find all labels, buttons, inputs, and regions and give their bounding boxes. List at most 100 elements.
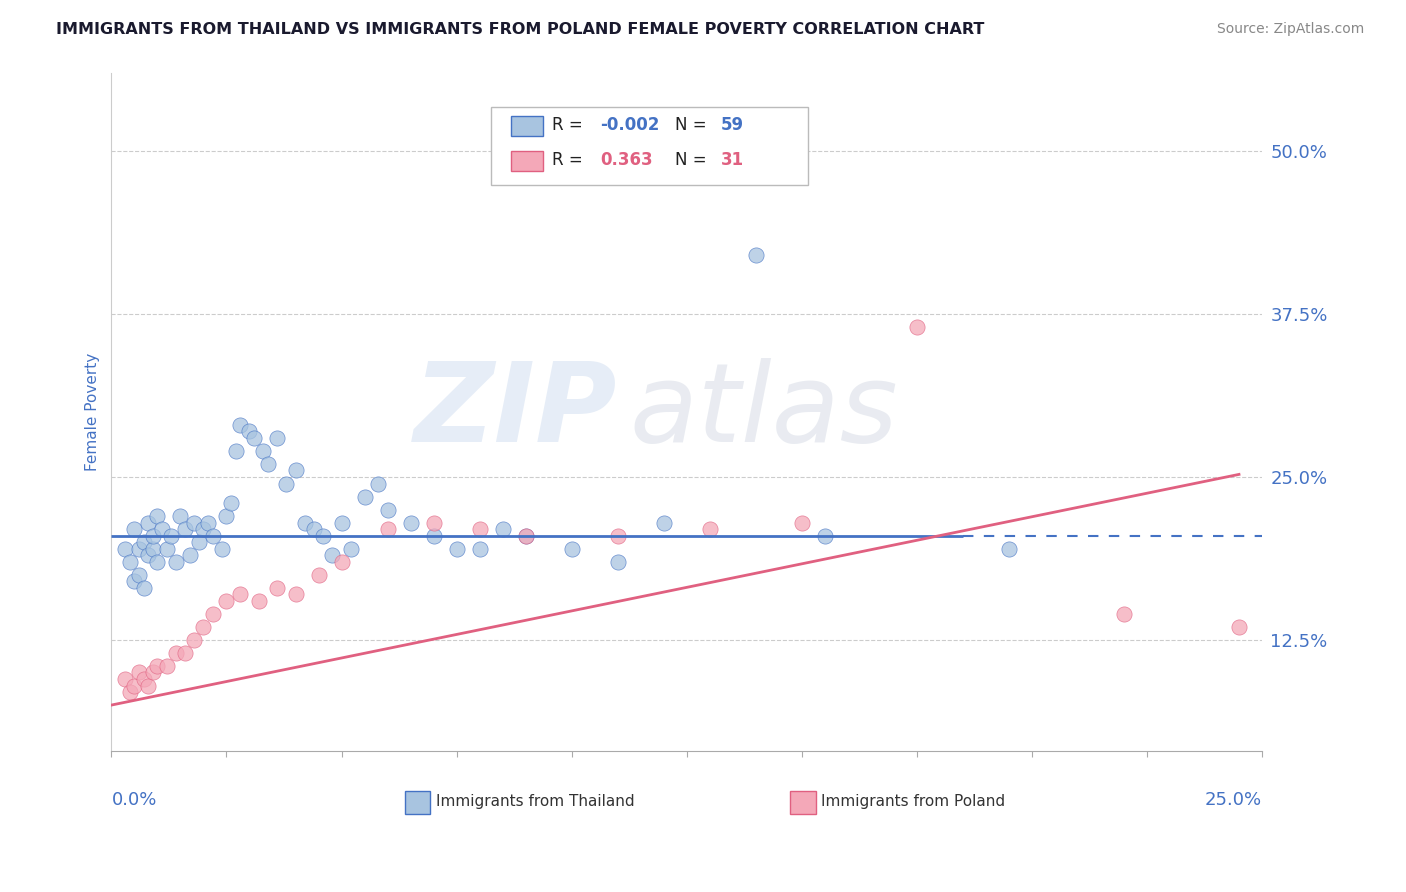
Text: ZIP: ZIP: [415, 359, 617, 466]
Point: [174, 522, 197, 536]
Point: [745, 248, 768, 262]
Point: [790, 516, 813, 530]
Point: [197, 516, 219, 530]
Point: [229, 417, 252, 432]
Point: [211, 541, 233, 556]
FancyBboxPatch shape: [510, 116, 543, 136]
Text: IMMIGRANTS FROM THAILAND VS IMMIGRANTS FROM POLAND FEMALE POVERTY CORRELATION CH: IMMIGRANTS FROM THAILAND VS IMMIGRANTS F…: [56, 22, 984, 37]
Point: [132, 672, 155, 686]
Point: [215, 509, 238, 524]
Point: [468, 541, 491, 556]
Y-axis label: Female Poverty: Female Poverty: [86, 352, 100, 471]
Point: [136, 516, 159, 530]
Point: [814, 528, 837, 542]
Point: [183, 632, 205, 647]
Point: [201, 607, 224, 621]
Point: [247, 594, 270, 608]
Text: atlas: atlas: [630, 359, 898, 466]
Point: [284, 587, 307, 601]
Point: [652, 516, 675, 530]
Point: [150, 522, 173, 536]
Text: -0.002: -0.002: [600, 116, 659, 134]
Point: [399, 516, 422, 530]
Point: [128, 665, 150, 680]
Text: R =: R =: [553, 116, 588, 134]
Point: [165, 555, 187, 569]
Point: [312, 528, 335, 542]
FancyBboxPatch shape: [510, 151, 543, 171]
Text: 59: 59: [721, 116, 744, 134]
Point: [238, 425, 260, 439]
Point: [156, 541, 179, 556]
Point: [219, 496, 242, 510]
Point: [193, 620, 215, 634]
Text: Immigrants from Thailand: Immigrants from Thailand: [436, 794, 634, 809]
Point: [1227, 620, 1250, 634]
Point: [146, 509, 169, 524]
Point: [142, 665, 165, 680]
Text: 31: 31: [721, 152, 744, 169]
Point: [446, 541, 468, 556]
Point: [174, 646, 197, 660]
Point: [128, 567, 150, 582]
Point: [377, 502, 399, 516]
Point: [243, 431, 266, 445]
FancyBboxPatch shape: [790, 790, 815, 814]
Point: [142, 528, 165, 542]
Point: [201, 528, 224, 542]
Point: [118, 555, 141, 569]
Point: [136, 548, 159, 562]
Point: [308, 567, 330, 582]
Point: [118, 685, 141, 699]
Point: [606, 555, 628, 569]
Point: [124, 522, 146, 536]
Point: [353, 490, 375, 504]
Point: [124, 574, 146, 589]
FancyBboxPatch shape: [491, 107, 807, 185]
Point: [146, 555, 169, 569]
Point: [187, 535, 209, 549]
FancyBboxPatch shape: [405, 790, 430, 814]
Point: [225, 444, 247, 458]
Point: [1112, 607, 1135, 621]
Text: 25.0%: 25.0%: [1205, 791, 1263, 809]
Point: [215, 594, 238, 608]
Point: [515, 528, 537, 542]
Point: [136, 679, 159, 693]
Text: 0.0%: 0.0%: [111, 791, 157, 809]
Point: [229, 587, 252, 601]
Point: [132, 535, 155, 549]
Point: [266, 431, 288, 445]
Text: R =: R =: [553, 152, 588, 169]
Point: [330, 516, 353, 530]
Point: [339, 541, 361, 556]
Point: [321, 548, 343, 562]
Point: [905, 320, 928, 334]
Point: [128, 541, 150, 556]
Point: [124, 679, 146, 693]
Point: [294, 516, 316, 530]
Point: [142, 541, 165, 556]
Point: [132, 581, 155, 595]
Text: Immigrants from Poland: Immigrants from Poland: [821, 794, 1005, 809]
Point: [998, 541, 1021, 556]
Point: [156, 659, 179, 673]
Point: [330, 555, 353, 569]
Point: [193, 522, 215, 536]
Point: [515, 528, 537, 542]
Point: [422, 528, 444, 542]
Point: [422, 516, 444, 530]
Point: [183, 516, 205, 530]
Point: [179, 548, 201, 562]
Point: [367, 476, 389, 491]
Point: [561, 541, 583, 556]
Point: [606, 528, 628, 542]
Point: [165, 646, 187, 660]
Point: [302, 522, 325, 536]
Point: [284, 463, 307, 477]
Text: N =: N =: [675, 152, 711, 169]
Point: [276, 476, 298, 491]
Point: [252, 444, 274, 458]
Point: [160, 528, 183, 542]
Point: [169, 509, 191, 524]
